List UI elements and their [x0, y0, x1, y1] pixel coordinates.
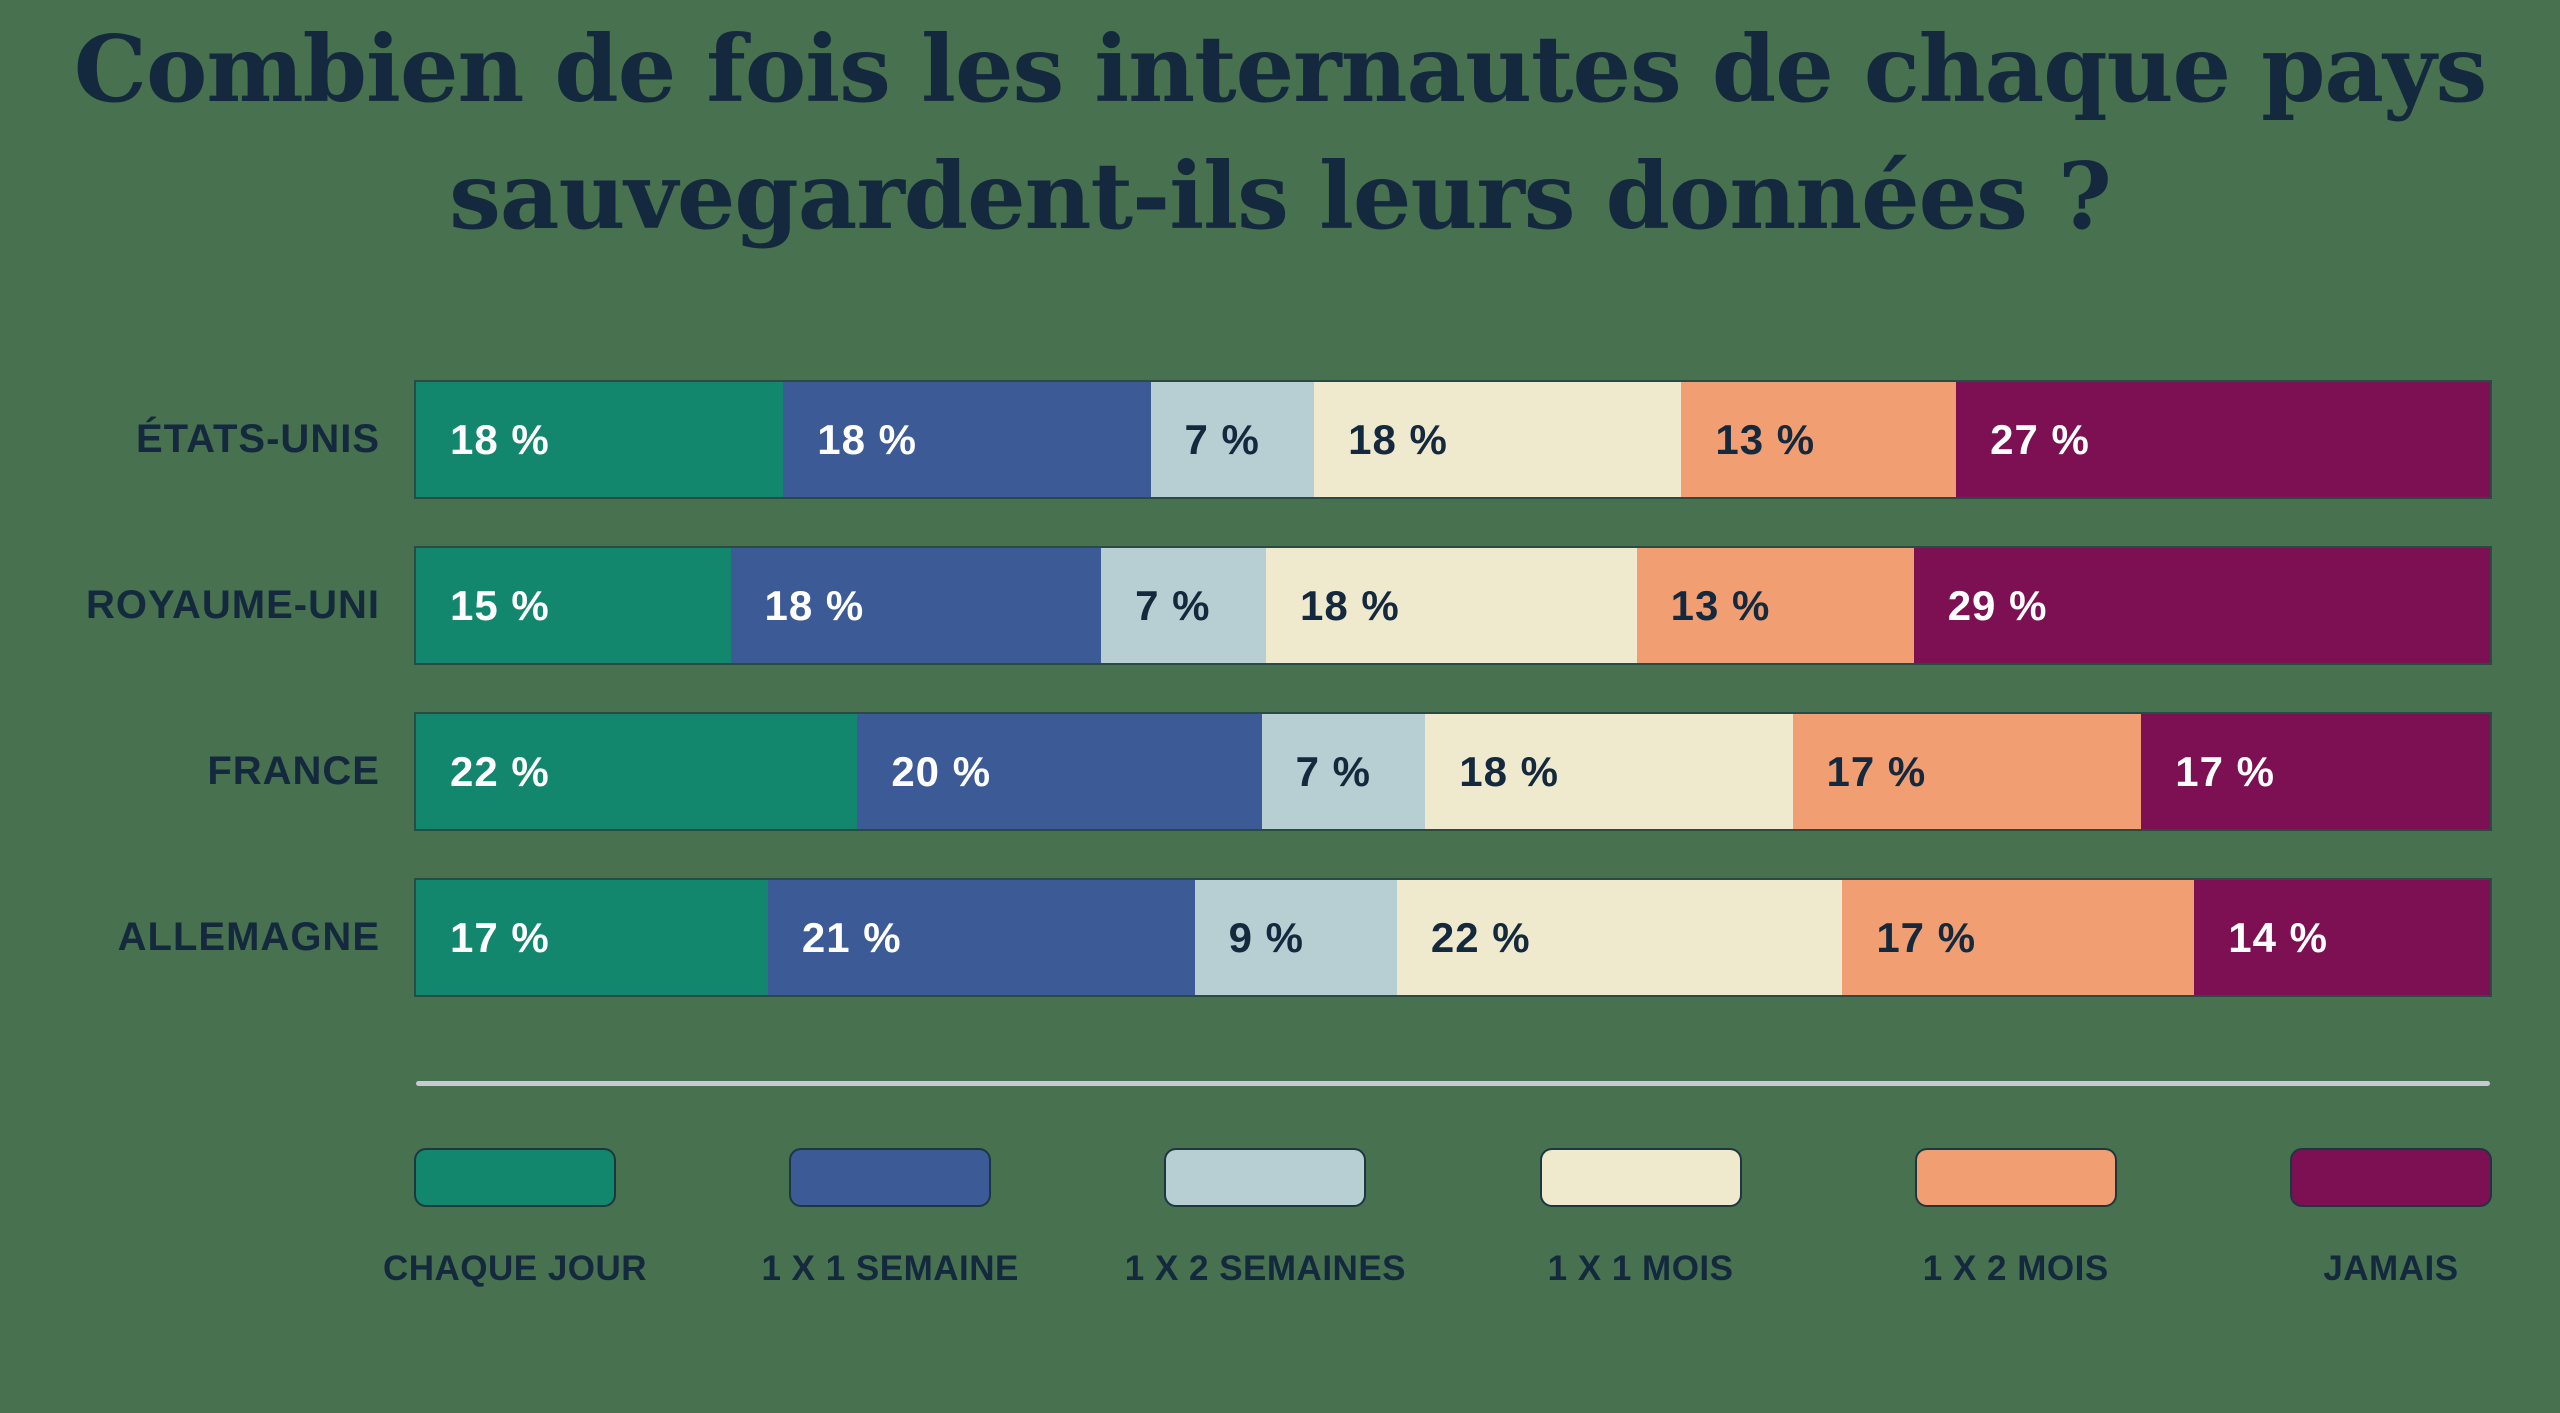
chart-row: ÉTATS-UNIS 18 % 18 % 7 % 18 % 13 % 27 % — [0, 382, 2560, 497]
segment-value: 18 % — [817, 415, 917, 463]
segment-value: 17 % — [1876, 913, 1977, 961]
bar-segment: 18 % — [416, 382, 784, 497]
segment-value: 17 % — [1826, 747, 1927, 795]
legend-label: 1 X 2 SEMAINES — [1124, 1249, 1407, 1288]
bar-segment: 27 % — [1956, 382, 2490, 497]
bar-segment: 21 % — [767, 880, 1195, 995]
bar-segment: 9 % — [1194, 880, 1397, 995]
chart-legend: CHAQUE JOUR 1 X 1 SEMAINE 1 X 2 SEMAINES 1 … — [383, 1150, 2490, 1289]
bar-segment: 17 % — [2141, 714, 2490, 829]
bar-segment: 18 % — [1314, 382, 1682, 497]
segment-value: 13 % — [1670, 581, 1771, 629]
segment-value: 18 % — [1348, 415, 1448, 463]
legend-label: 1 X 1 SEMAINE — [761, 1249, 1019, 1288]
legend-divider — [416, 1081, 2490, 1086]
legend-swatch — [791, 1150, 990, 1205]
segment-value: 9 % — [1228, 913, 1304, 961]
segment-value: 15 % — [450, 581, 550, 629]
legend-item: 1 X 1 SEMAINE — [761, 1150, 1018, 1289]
segment-value: 14 % — [2228, 913, 2328, 961]
segment-value: 18 % — [1459, 747, 1559, 795]
bar-segment: 20 % — [857, 714, 1262, 829]
legend-item: CHAQUE JOUR — [383, 1150, 647, 1289]
bar-segment: 18 % — [1425, 714, 1793, 829]
chart-title: Combien de fois les internautes de chaqu… — [73, 15, 2488, 250]
segment-value: 18 % — [1300, 581, 1400, 629]
country-label: ROYAUME-UNI — [86, 583, 380, 627]
stacked-bar-chart: ÉTATS-UNIS 18 % 18 % 7 % 18 % 13 % 27 % ROYAUME… — [0, 382, 2560, 1046]
bar-segment: 29 % — [1913, 548, 2490, 663]
segment-value: 7 % — [1135, 581, 1211, 629]
segment-value: 27 % — [1990, 415, 2090, 463]
segment-value: 7 % — [1295, 747, 1371, 795]
bar-segment: 18 % — [1266, 548, 1637, 663]
bar-segment: 18 % — [730, 548, 1102, 663]
segment-value: 21 % — [801, 913, 902, 961]
legend-label: CHAQUE JOUR — [382, 1249, 648, 1288]
bar-segment: 22 % — [1396, 880, 1843, 995]
legend-swatch — [2291, 1150, 2490, 1205]
legend-label: JAMAIS — [2323, 1249, 2459, 1288]
segment-value: 22 % — [450, 747, 550, 795]
bar-segment: 7 % — [1261, 714, 1426, 829]
bar-segment: 18 % — [783, 382, 1151, 497]
bar-segment: 7 % — [1150, 382, 1315, 497]
stacked-bar: 18 % 18 % 7 % 18 % 13 % 27 % — [416, 382, 2490, 497]
chart-row: ROYAUME-UNI 15 % 18 % 7 % 18 % 13 % 29 % — [0, 548, 2560, 663]
legend-swatch — [416, 1150, 614, 1205]
country-label: ÉTATS-UNIS — [135, 417, 380, 461]
chart-row: ALLEMAGNE 17 % 21 % 9 % 22 % 17 % 14 % — [0, 880, 2560, 995]
bar-segment: 13 % — [1636, 548, 1914, 663]
segment-value: 29 % — [1947, 581, 2048, 629]
stacked-bar: 17 % 21 % 9 % 22 % 17 % 14 % — [416, 880, 2491, 995]
legend-item: 1 X 2 SEMAINES — [1125, 1150, 1406, 1289]
segment-value: 17 % — [450, 913, 550, 961]
stacked-bar: 22 % 20 % 7 % 18 % 17 % 17 % — [416, 714, 2490, 829]
legend-item: 1 X 1 MOIS — [1541, 1150, 1740, 1289]
legend-label: 1 X 2 MOIS — [1922, 1249, 2109, 1288]
legend-item: JAMAIS — [2291, 1150, 2490, 1289]
segment-value: 18 % — [764, 581, 865, 629]
bar-segment: 14 % — [2194, 880, 2491, 995]
bar-segment: 22 % — [416, 714, 858, 829]
segment-value: 18 % — [450, 415, 550, 463]
bar-segment: 17 % — [1842, 880, 2195, 995]
stacked-bar: 15 % 18 % 7 % 18 % 13 % 29 % — [416, 548, 2490, 663]
country-label: FRANCE — [207, 749, 380, 793]
bar-segment: 7 % — [1101, 548, 1266, 663]
country-label: ALLEMAGNE — [117, 915, 380, 959]
bar-segment: 13 % — [1681, 382, 1957, 497]
chart-row: FRANCE 22 % 20 % 7 % 18 % 17 % 17 % — [0, 714, 2560, 829]
bar-segment: 17 % — [416, 880, 768, 995]
legend-swatch — [1166, 1150, 1365, 1205]
legend-swatch — [1916, 1150, 2115, 1205]
segment-value: 13 % — [1715, 415, 1816, 463]
legend-label: 1 X 1 MOIS — [1547, 1249, 1734, 1288]
segment-value: 20 % — [891, 747, 992, 795]
bar-segment: 17 % — [1792, 714, 2142, 829]
legend-swatch — [1541, 1150, 1740, 1205]
segment-value: 22 % — [1430, 913, 1531, 961]
segment-value: 7 % — [1184, 415, 1260, 463]
bar-segment: 15 % — [416, 548, 731, 663]
legend-item: 1 X 2 MOIS — [1916, 1150, 2115, 1289]
segment-value: 17 % — [2175, 747, 2275, 795]
